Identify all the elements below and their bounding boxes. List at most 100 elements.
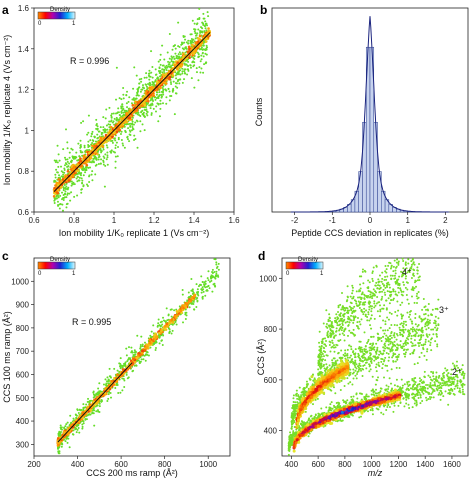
panel-a-point	[191, 19, 194, 22]
panel-c-point	[158, 342, 161, 345]
panel-d-point	[317, 412, 320, 415]
panel-a-point	[128, 116, 131, 120]
panel-a-point	[129, 125, 132, 128]
panel-a-point	[148, 72, 151, 75]
panel-a-point	[93, 146, 96, 149]
panel-d-point	[422, 392, 425, 395]
panel-a-point	[159, 107, 162, 110]
panel-c-point	[160, 328, 164, 332]
panel-c-point	[116, 383, 119, 386]
panel-d-point	[402, 397, 405, 400]
panel-a-point	[135, 97, 138, 100]
panel-c-point	[95, 410, 98, 413]
panel-a-point	[150, 71, 153, 74]
panel-a-point	[166, 51, 169, 54]
panel-c-point	[127, 358, 130, 361]
panel-a-point	[68, 156, 71, 159]
panel-a-point	[198, 55, 201, 58]
panel-a-point	[127, 127, 130, 130]
panel-a-point	[162, 85, 165, 88]
panel-a-point	[158, 115, 161, 118]
panel-a-point	[204, 27, 207, 30]
panel-a-point	[102, 163, 105, 166]
panel-a-point	[72, 165, 76, 169]
panel-a-point	[157, 120, 160, 123]
panel-a-point	[111, 121, 114, 124]
panel-a-point	[201, 51, 204, 54]
panel-a-point	[90, 161, 93, 164]
panel-c-point	[130, 350, 133, 353]
panel-c-point	[87, 397, 90, 400]
panel-a-point	[202, 48, 205, 51]
panel-a-fit-line	[53, 32, 211, 192]
panel-a-point	[177, 53, 180, 56]
panel-c-point	[171, 329, 174, 332]
panel-a-point	[158, 94, 161, 97]
panel-a-point	[109, 137, 112, 140]
panel-a-point	[116, 155, 119, 158]
panel-a-point	[167, 60, 170, 63]
panel-c-point	[163, 325, 167, 328]
panel-a-point	[139, 120, 142, 123]
panel-a-point	[120, 110, 123, 113]
panel-c-point	[105, 382, 108, 385]
panel-a-point	[161, 64, 164, 67]
panel-a-point	[81, 151, 84, 154]
panel-a-point	[197, 28, 200, 31]
panel-a-point	[168, 63, 171, 66]
panel-c-point	[75, 431, 78, 434]
panel-c-point	[138, 354, 142, 357]
panel-a-point	[118, 113, 121, 116]
panel-d-point	[441, 382, 444, 385]
panel-a-point	[96, 133, 99, 136]
panel-a-point	[143, 108, 146, 111]
panel-a-point	[201, 30, 204, 33]
panel-a-point	[199, 48, 202, 51]
panel-c-point	[75, 427, 78, 430]
panel-a-point	[129, 133, 132, 136]
panel-d-point	[460, 384, 463, 387]
panel-a-point	[56, 171, 59, 174]
panel-a-point	[138, 82, 141, 85]
panel-a-point	[173, 69, 176, 73]
panel-a-point	[81, 154, 84, 157]
panel-d-point	[456, 379, 459, 382]
panel-d-point	[421, 387, 424, 390]
panel-a-point	[171, 89, 174, 92]
panel-a-point	[121, 103, 124, 106]
panel-a-point	[149, 82, 152, 85]
panel-a-point	[54, 184, 57, 187]
panel-a-point	[65, 182, 68, 185]
panel-a-point	[57, 204, 60, 207]
panel-a-point	[170, 58, 173, 61]
panel-a-point	[91, 141, 94, 144]
panel-c-legend-title: Density	[50, 257, 70, 263]
panel-a-point	[62, 189, 65, 192]
panel-a-point	[85, 183, 88, 186]
panel-a-point	[88, 149, 91, 152]
panel-c-point	[195, 305, 198, 308]
panel-a-point	[186, 64, 189, 67]
panel-a-point	[143, 104, 147, 107]
panel-b-x-tick-label: 1	[405, 216, 410, 225]
panel-c-point	[192, 291, 195, 294]
panel-d-point	[346, 399, 349, 402]
panel-c-x-label: CCS 200 ms ramp (Å²)	[86, 468, 178, 478]
panel-a-point	[64, 174, 67, 177]
panel-a-point	[124, 129, 127, 132]
panel-a-point	[168, 75, 172, 79]
panel-d-point	[406, 381, 409, 384]
panel-c-point	[133, 349, 136, 352]
panel-a-point	[133, 66, 136, 69]
panel-a-point	[56, 191, 59, 195]
panel-c-point	[215, 261, 218, 264]
panel-c-point	[200, 291, 203, 294]
panel-a-point	[99, 145, 102, 148]
panel-c-point	[137, 351, 140, 355]
panel-a-point	[194, 37, 197, 40]
panel-a-point	[181, 42, 184, 45]
panel-c-point	[118, 365, 121, 368]
panel-a-point	[115, 130, 119, 134]
panel-a-point	[202, 55, 205, 58]
panel-a-point	[145, 112, 148, 115]
